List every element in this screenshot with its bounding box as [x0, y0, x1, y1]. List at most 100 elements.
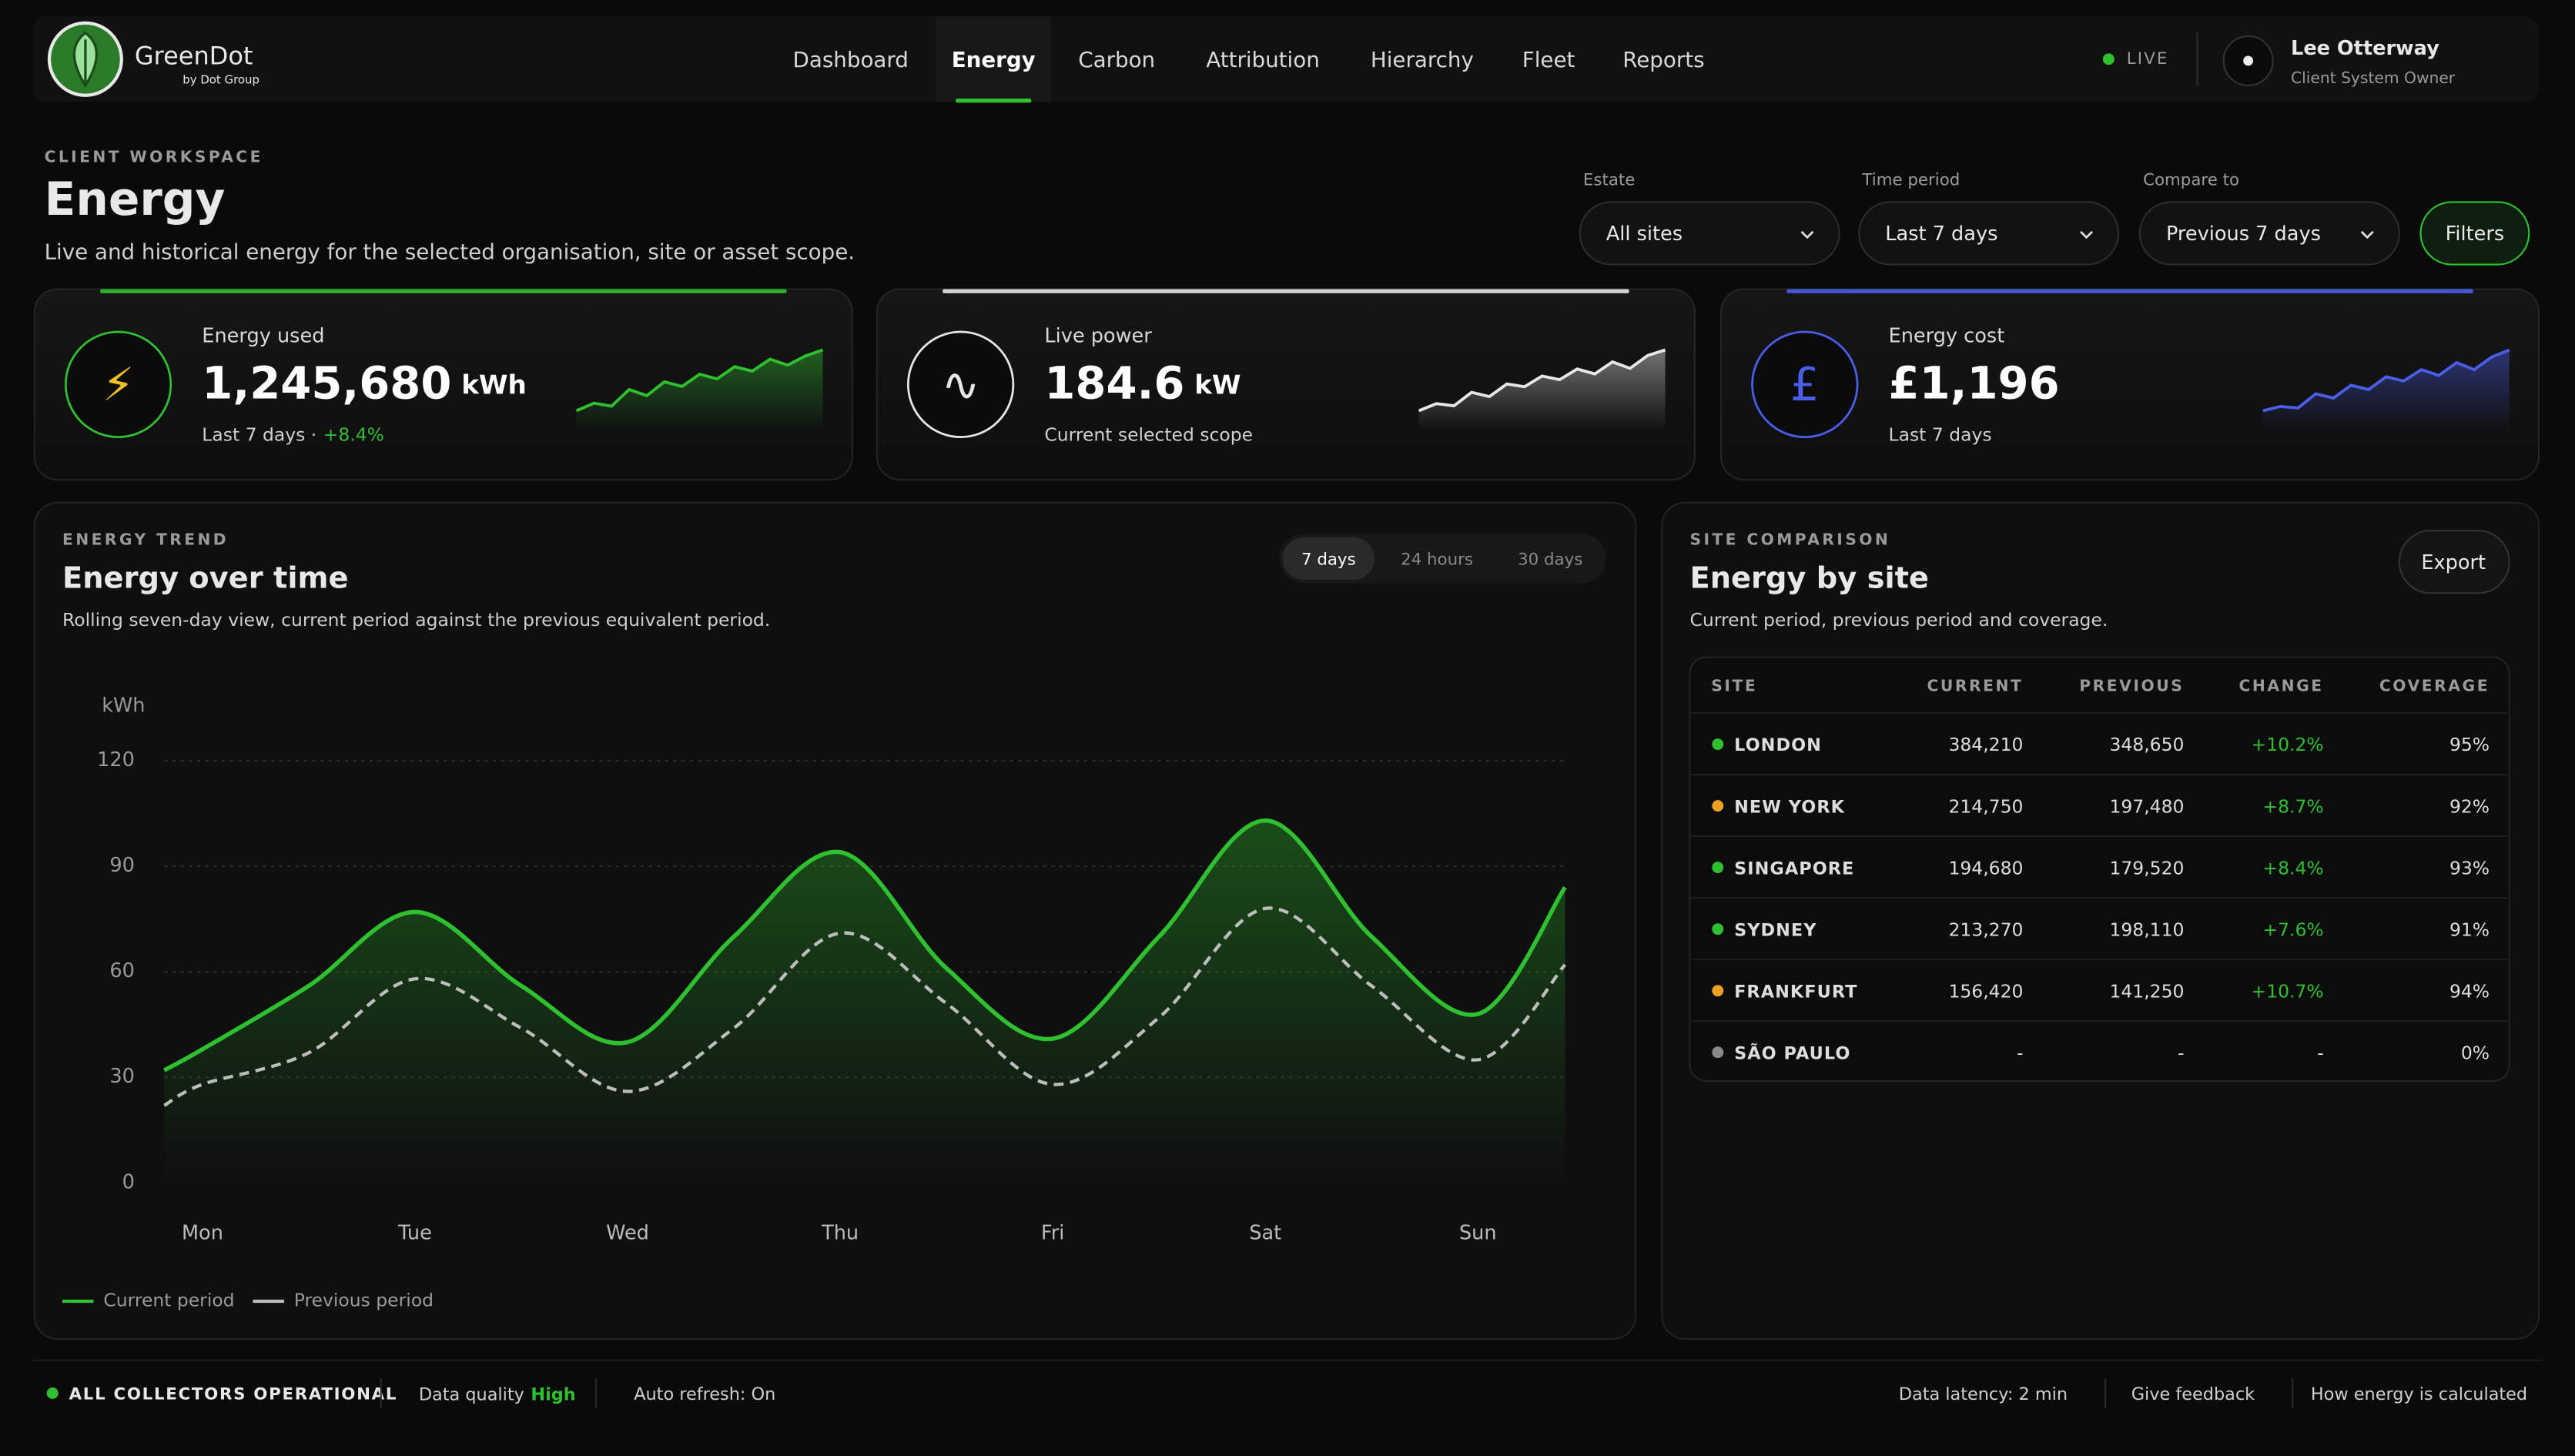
filter-select[interactable]	[1858, 201, 2120, 266]
nav-item[interactable]: Energy	[952, 47, 1036, 72]
x-tick-label: Tue	[397, 1221, 432, 1244]
cell: 141,250	[2109, 980, 2184, 1002]
trend-subtitle: Rolling seven-day view, current period a…	[62, 609, 770, 631]
kpi-change: +8.4%	[323, 423, 384, 445]
cell: 194,680	[1948, 857, 2023, 879]
export-button[interactable]	[2398, 530, 2510, 594]
cell: 156,420	[1948, 980, 2023, 1002]
sparkline	[2262, 348, 2510, 413]
line	[163, 906, 1567, 1107]
nav-item[interactable]: Dashboard	[793, 47, 909, 72]
cell: -	[2317, 1042, 2323, 1063]
sparkline-area	[576, 350, 823, 431]
filter-label: Time period	[1861, 171, 1960, 190]
area	[164, 820, 1565, 1183]
nav-item[interactable]: Carbon	[1078, 47, 1155, 72]
kpi-label: Live power	[1044, 324, 1152, 347]
kpi-note: Current selected scope	[1044, 423, 1253, 445]
nav-item[interactable]: Attribution	[1206, 47, 1320, 72]
sparkline	[1418, 348, 1666, 413]
tab[interactable]: 30 days	[1518, 551, 1582, 570]
footer-link[interactable]: Give feedback	[2131, 1384, 2255, 1404]
column-header: PREVIOUS	[2079, 676, 2184, 695]
cell: 384,210	[1948, 734, 2023, 755]
cell: 197,480	[2109, 795, 2184, 817]
column-header: CURRENT	[1927, 676, 2023, 695]
site-name: SYDNEY	[1734, 920, 1817, 940]
cell: +8.7%	[2262, 795, 2323, 817]
kpi-icon: ⚡	[102, 359, 135, 412]
filter-value: Previous 7 days	[2166, 223, 2321, 246]
kpi-number: 1,245,680	[202, 357, 451, 409]
kpi-number: £1,196	[1889, 357, 2060, 409]
footer-quality: Data quality High	[419, 1384, 576, 1404]
column-header: CHANGE	[2238, 676, 2323, 695]
kpi-icon: £	[1790, 359, 1820, 412]
tab[interactable]: 7 days	[1301, 551, 1356, 570]
export-label: Export	[2421, 551, 2486, 574]
tab[interactable]: 24 hours	[1401, 551, 1473, 570]
live-label: LIVE	[2127, 49, 2169, 69]
filter-label: Estate	[1583, 171, 1635, 190]
chevron	[2360, 230, 2374, 239]
kpi-note: Last 7 days	[1889, 423, 1992, 445]
user-role: Client System Owner	[2291, 69, 2456, 87]
page-eyebrow: CLIENT WORKSPACE	[45, 147, 263, 166]
kpi-value: £1,196	[1889, 357, 2060, 409]
brand: GreenDot	[135, 42, 253, 71]
filters-button[interactable]	[2419, 201, 2530, 266]
nav-item[interactable]: Reports	[1622, 47, 1704, 72]
cell: 213,270	[1948, 919, 2023, 940]
live-dot	[2102, 53, 2115, 65]
sites-subtitle: Current period, previous period and cove…	[1689, 609, 2108, 631]
kpi-label: Energy used	[202, 324, 324, 347]
filter-select[interactable]	[2138, 201, 2400, 266]
filter-label: Compare to	[2143, 171, 2239, 190]
brand-sub: by Dot Group	[182, 73, 260, 87]
logo-leaf	[72, 31, 98, 88]
kpi-number: 184.6	[1044, 357, 1184, 409]
x-tick-label: Sat	[1249, 1221, 1281, 1244]
y-tick-label: 60	[109, 959, 135, 982]
filters-button-label: Filters	[2446, 223, 2505, 246]
x-tick-label: Thu	[821, 1221, 859, 1244]
page-title: Energy	[45, 173, 226, 226]
kpi-note-text: Last 7 days	[1889, 423, 1992, 445]
nav-active-bg	[936, 16, 1051, 102]
kpi-accent	[1786, 289, 2473, 293]
cell: 93%	[2449, 857, 2490, 879]
trend-title: Energy over time	[62, 561, 348, 596]
status-dot	[1712, 862, 1724, 874]
tab-active[interactable]	[1282, 537, 1375, 581]
status-dot	[1712, 738, 1724, 751]
cell: 348,650	[2109, 734, 2184, 755]
kpi-icon-ring	[1751, 330, 1859, 438]
x-tick-label: Wed	[606, 1221, 649, 1244]
y-tick-label: 90	[109, 854, 135, 877]
filter-select[interactable]	[1579, 201, 1840, 266]
kpi-note: Last 7 days · +8.4%	[202, 423, 384, 445]
column-header: COVERAGE	[2379, 676, 2490, 695]
filter-value: Last 7 days	[1885, 223, 1997, 246]
page-subtitle: Live and historical energy for the selec…	[45, 239, 856, 265]
kpi-accent	[100, 289, 787, 293]
cell: 92%	[2449, 795, 2490, 817]
status-dot	[1712, 985, 1724, 997]
nav-item[interactable]: Hierarchy	[1371, 47, 1474, 72]
cell: 95%	[2449, 734, 2490, 755]
nav-item[interactable]: Fleet	[1522, 47, 1575, 72]
cell: 0%	[2461, 1042, 2490, 1063]
kpi-note-text: Current selected scope	[1044, 423, 1253, 445]
status-dot	[46, 1387, 59, 1399]
kpi-value: 1,245,680 kWh	[202, 357, 527, 409]
cell: 179,520	[2109, 857, 2184, 879]
footer-link[interactable]: How energy is calculated	[2311, 1384, 2527, 1404]
y-tick-label: 30	[109, 1065, 135, 1088]
x-tick-label: Fri	[1041, 1221, 1064, 1244]
kpi-value: 184.6 kW	[1044, 357, 1241, 409]
site-name: SINGAPORE	[1734, 859, 1854, 879]
